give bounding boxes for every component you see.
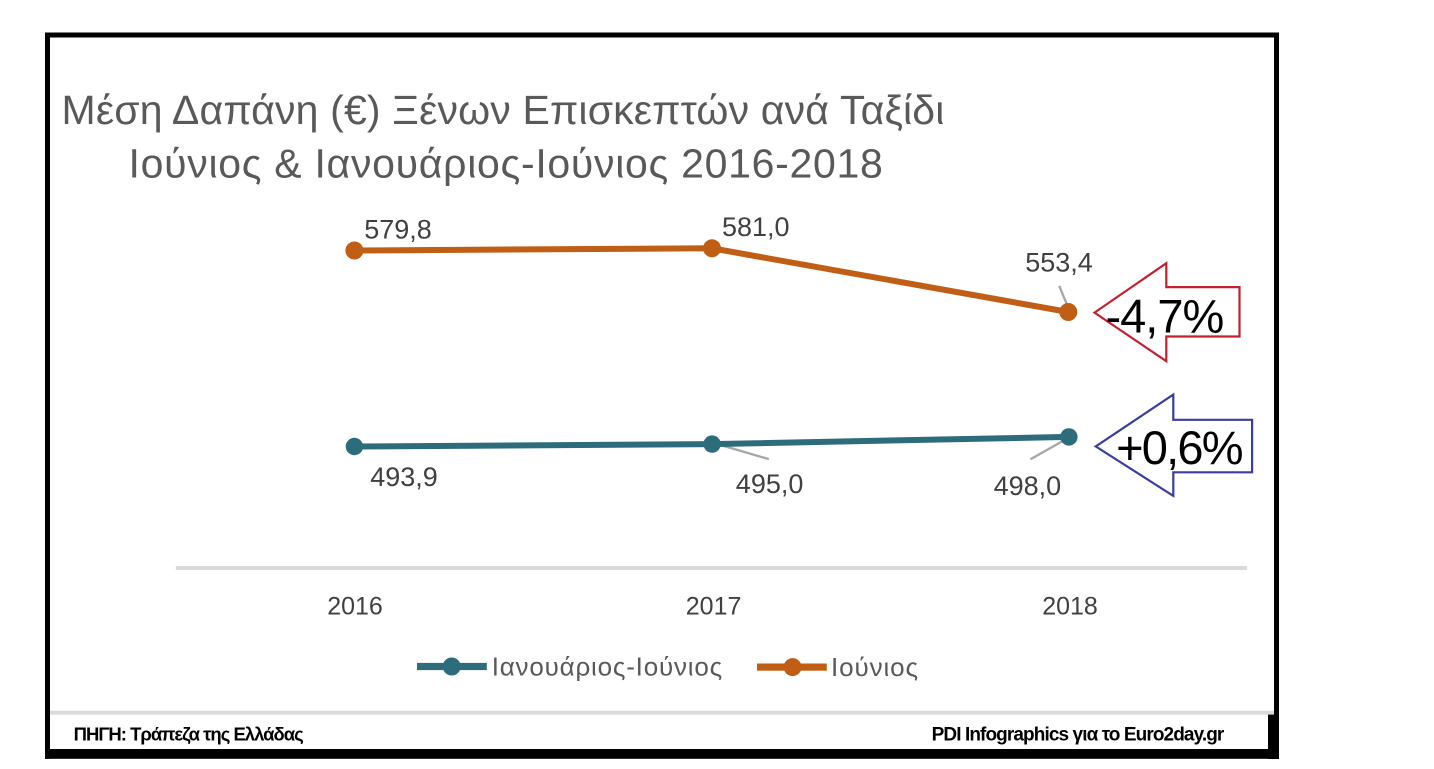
svg-text:581,0: 581,0 — [722, 212, 790, 242]
svg-text:PDI Infographics για το Euro2d: PDI Infographics για το Euro2day.gr — [932, 724, 1225, 745]
svg-text:493,9: 493,9 — [370, 462, 438, 492]
svg-text:495,0: 495,0 — [736, 469, 804, 499]
svg-text:553,4: 553,4 — [1025, 248, 1093, 278]
svg-text:2017: 2017 — [686, 593, 742, 621]
svg-text:2018: 2018 — [1042, 593, 1098, 621]
svg-text:Ιούνιος & Ιανουάριος-Ιούνιος 2: Ιούνιος & Ιανουάριος-Ιούνιος 2016-2018 — [129, 140, 884, 186]
svg-text:Μέση Δαπάνη (€) Ξένων Επισκεπτ: Μέση Δαπάνη (€) Ξένων Επισκεπτών ανά Ταξ… — [62, 87, 945, 133]
svg-text:498,0: 498,0 — [994, 471, 1062, 501]
svg-text:Ιανουάριος-Ιούνιος: Ιανουάριος-Ιούνιος — [492, 652, 723, 682]
svg-text:+0,6%: +0,6% — [1116, 421, 1243, 474]
svg-text:579,8: 579,8 — [364, 215, 432, 245]
svg-text:Ιούνιος: Ιούνιος — [831, 652, 919, 682]
svg-text:ΠΗΓΗ: Τράπεζα της Ελλάδας: ΠΗΓΗ: Τράπεζα της Ελλάδας — [74, 724, 304, 746]
svg-text:2016: 2016 — [327, 593, 383, 621]
svg-text:-4,7%: -4,7% — [1106, 289, 1224, 342]
